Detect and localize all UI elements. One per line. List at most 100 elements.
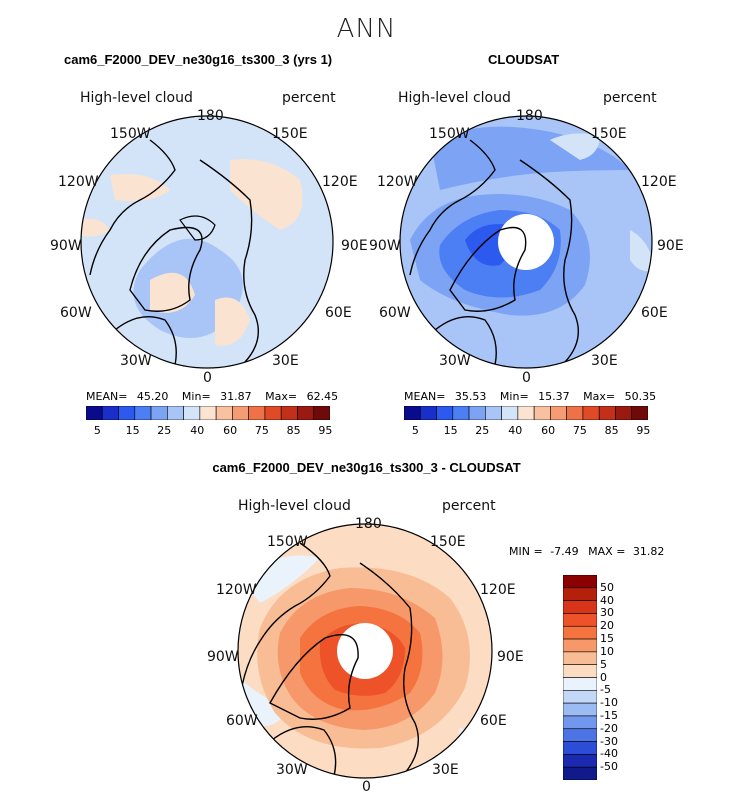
colorbar-tick-label: 75 xyxy=(254,424,269,437)
panel-2-variable-label: High-level cloud xyxy=(398,90,511,106)
panel-1-lon-150e: 150E xyxy=(272,126,308,142)
colorbar-tick-label: 15 xyxy=(125,424,140,437)
colorbar-swatch xyxy=(404,406,421,420)
colorbar-swatch xyxy=(199,406,217,420)
colorbar-swatch xyxy=(566,406,584,420)
colorbar-swatch xyxy=(563,664,597,678)
colorbar-swatch xyxy=(563,613,597,627)
colorbar-swatch xyxy=(563,728,597,742)
panel-2-map xyxy=(399,115,653,369)
panel-1-stats: MEAN= 45.20 Min= 31.87 Max= 62.45 xyxy=(86,390,338,403)
panel-2-lon-150e: 150E xyxy=(591,126,627,142)
panel-2-lon-0: 0 xyxy=(522,370,531,386)
colorbar-swatch xyxy=(563,690,597,704)
panel-2-lon-120w: 120W xyxy=(377,174,418,190)
panel-1-min-value: 31.87 xyxy=(220,390,252,403)
panel-1-lon-90e: 90E xyxy=(341,238,368,254)
colorbar-swatch xyxy=(563,587,597,601)
panel-2-min-label: Min= xyxy=(499,390,529,403)
panel-3-lon-120e: 120E xyxy=(480,582,516,598)
panel-2-mean-value: 35.53 xyxy=(454,390,487,403)
colorbar-swatch xyxy=(533,406,551,420)
panel-3-lon-90e: 90E xyxy=(497,649,524,665)
colorbar-swatch xyxy=(517,406,535,420)
colorbar-swatch xyxy=(248,406,266,420)
colorbar-tick-label: 5 xyxy=(93,424,101,437)
panel-2-lon-60w: 60W xyxy=(379,305,411,321)
colorbar-swatch xyxy=(232,406,249,420)
colorbar-swatch xyxy=(167,406,184,420)
colorbar-swatch xyxy=(598,406,616,420)
main-title: ANN xyxy=(336,14,397,44)
colorbar-tick-label: 15 xyxy=(600,632,614,646)
panel-2-lon-90w: 90W xyxy=(369,238,401,254)
panel-3-lon-120w: 120W xyxy=(216,582,257,598)
colorbar-swatch xyxy=(436,406,454,420)
colorbar-swatch xyxy=(313,406,330,420)
panel-3-map xyxy=(237,523,493,779)
colorbar-tick-label: -20 xyxy=(600,721,618,735)
panel-2-max-value: 50.35 xyxy=(624,390,657,403)
colorbar-swatch xyxy=(215,406,233,420)
colorbar-tick-label: 95 xyxy=(636,424,651,437)
panel-1-max-value: 62.45 xyxy=(306,390,339,403)
colorbar-swatch xyxy=(419,406,437,420)
colorbar-swatch xyxy=(134,406,152,420)
colorbar-swatch xyxy=(563,702,597,717)
panel-3-units-label: percent xyxy=(442,498,496,514)
colorbar-tick-label: -50 xyxy=(600,760,618,774)
panel-1-lon-120w: 120W xyxy=(58,174,99,190)
panel-3-max-label: MAX = xyxy=(588,545,626,558)
colorbar-swatch xyxy=(563,677,597,691)
colorbar-tick-label: 85 xyxy=(286,424,301,437)
panel-3-min-value: -7.49 xyxy=(550,545,579,558)
colorbar-swatch xyxy=(264,406,282,420)
panel-1-map xyxy=(80,115,334,369)
colorbar-tick-label: 40 xyxy=(190,424,205,437)
panel-2-title: CLOUDSAT xyxy=(488,52,560,67)
panel-1-lon-60w: 60W xyxy=(60,305,92,321)
colorbar-swatch xyxy=(582,406,600,420)
colorbar-tick-label: -30 xyxy=(600,734,618,748)
colorbar-tick-label: -10 xyxy=(600,696,618,710)
colorbar-tick-label: -40 xyxy=(600,747,618,761)
panel-1-variable-label: High-level cloud xyxy=(80,90,193,106)
colorbar-swatch xyxy=(563,741,597,755)
panel-1-max-label: Max= xyxy=(265,390,298,403)
colorbar-tick-label: 5 xyxy=(600,657,607,671)
panel-1-lon-120e: 120E xyxy=(322,174,358,190)
panel-1-colorbar-ticks: 5 15 25 40 60 75 85 95 xyxy=(86,424,332,438)
panel-1-lon-30w: 30W xyxy=(120,353,152,369)
panel-2-lon-150w: 150W xyxy=(429,126,470,142)
panel-2-stats: MEAN= 35.53 Min= 15.37 Max= 50.35 xyxy=(404,390,656,403)
colorbar-tick-label: 10 xyxy=(600,644,614,658)
colorbar-swatch xyxy=(550,406,567,420)
panel-1-lon-90w: 90W xyxy=(50,238,82,254)
colorbar-tick-label: 60 xyxy=(541,424,556,437)
panel-3-lon-30w: 30W xyxy=(276,762,308,778)
colorbar-swatch xyxy=(563,766,597,780)
panel-2-colorbar xyxy=(404,406,648,420)
panel-3-lon-60w: 60W xyxy=(226,713,258,729)
colorbar-swatch xyxy=(501,406,519,420)
colorbar-swatch xyxy=(86,406,103,420)
panel-1-mean-value: 45.20 xyxy=(136,390,169,403)
colorbar-tick-label: -15 xyxy=(600,708,618,722)
panel-2-max-label: Max= xyxy=(583,390,616,403)
panel-3-min-label: MIN = xyxy=(509,545,543,558)
colorbar-swatch xyxy=(563,754,597,768)
colorbar-swatch xyxy=(468,406,486,420)
panel-2-mean-label: MEAN= xyxy=(404,390,446,403)
colorbar-swatch xyxy=(183,406,201,420)
colorbar-swatch xyxy=(280,406,298,420)
panel-1-lon-0: 0 xyxy=(203,370,212,386)
colorbar-swatch xyxy=(563,600,597,614)
colorbar-tick-label: 60 xyxy=(223,424,238,437)
colorbar-swatch xyxy=(101,406,119,420)
panel-3-stats: MIN = -7.49 MAX = 31.82 xyxy=(509,545,664,558)
panel-3-lon-30e: 30E xyxy=(432,762,459,778)
panel-1-units-label: percent xyxy=(282,90,336,106)
colorbar-swatch xyxy=(563,575,597,589)
colorbar-tick-label: 40 xyxy=(600,593,614,607)
panel-3-lon-150w: 150W xyxy=(267,534,308,550)
